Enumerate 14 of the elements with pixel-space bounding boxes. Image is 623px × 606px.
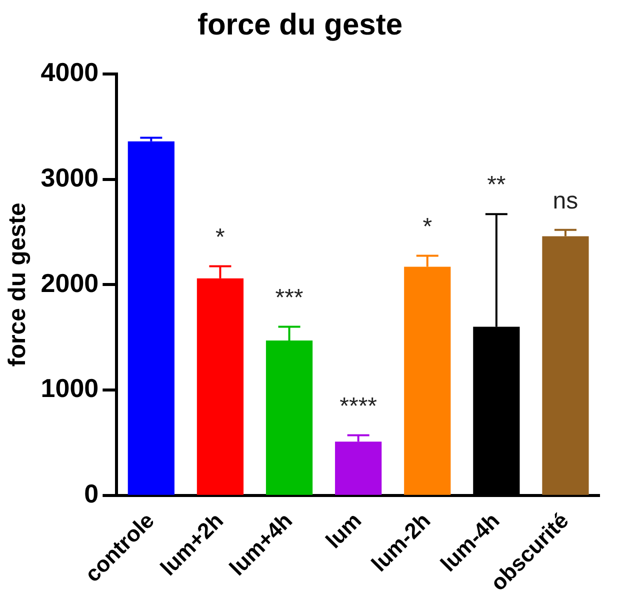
annotation: *** bbox=[275, 284, 304, 312]
y-tick-label: 2000 bbox=[40, 268, 99, 298]
annotation: ** bbox=[487, 172, 506, 199]
y-tick-label: 4000 bbox=[40, 57, 99, 88]
y-tick-label: 3000 bbox=[40, 162, 99, 192]
annotation: **** bbox=[340, 392, 377, 420]
y-axis-title: force du geste bbox=[4, 202, 32, 367]
annotation: * bbox=[422, 213, 432, 240]
annotation: ns bbox=[552, 188, 578, 215]
annotation: * bbox=[216, 224, 225, 251]
chart-title: force du geste bbox=[197, 8, 403, 42]
y-tick-label: 1000 bbox=[40, 373, 99, 404]
x-tick-label: lum bbox=[320, 508, 366, 554]
y-tick-label: 0 bbox=[84, 478, 99, 508]
